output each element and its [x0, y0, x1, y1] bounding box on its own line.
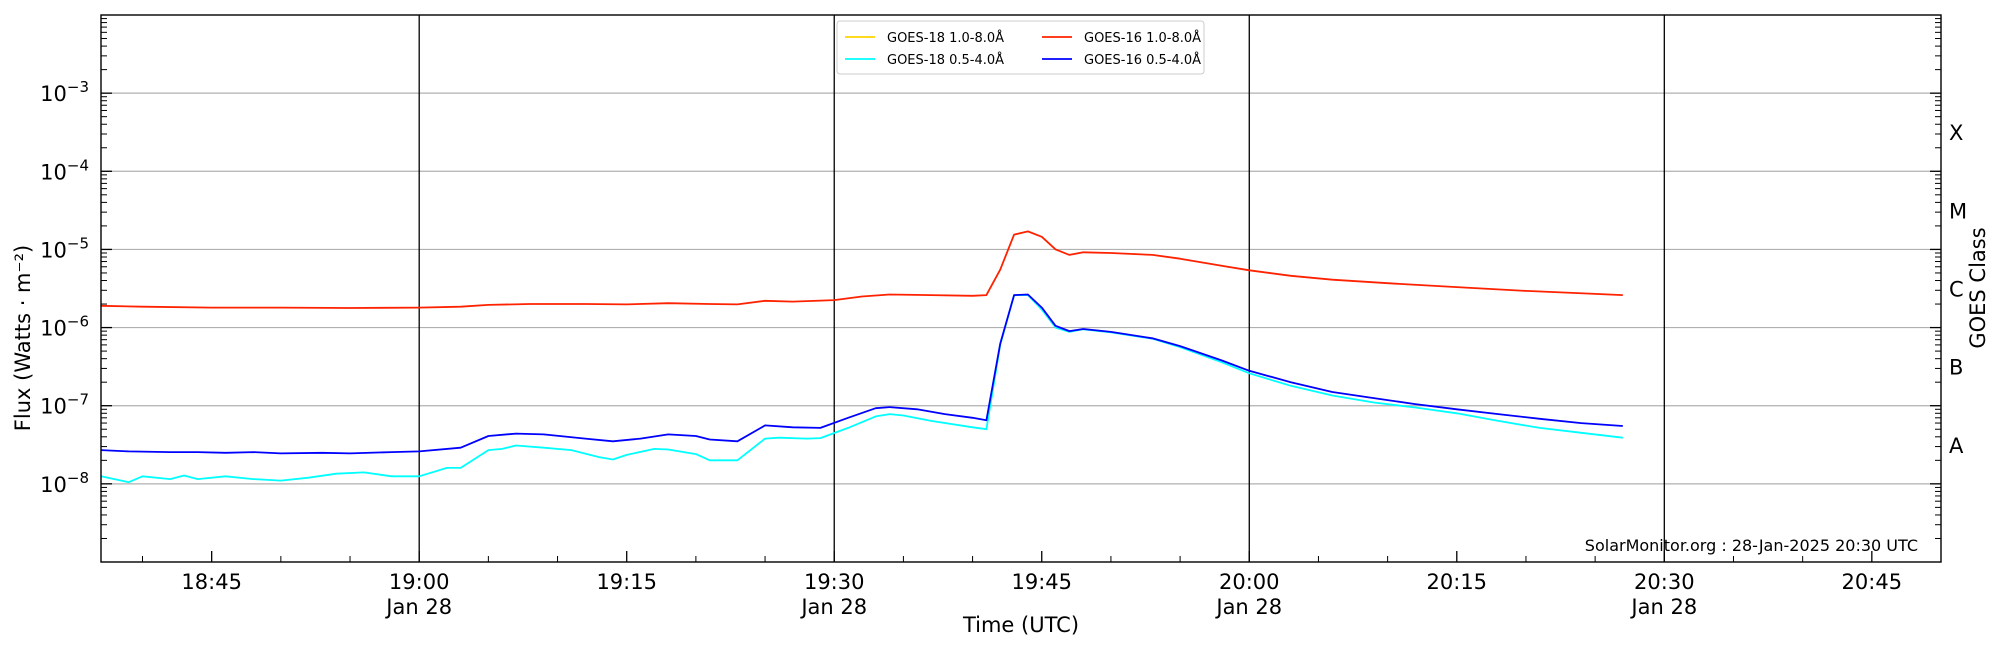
y-tick-label: 10−8	[40, 469, 89, 497]
plot-frame	[100, 14, 1942, 563]
series-goes-16-1-0-8-0	[100, 230, 1623, 309]
legend-label-goes-18-0-5-4-0: GOES-18 0.5-4.0Å	[887, 52, 1004, 68]
x-tick-date-label: Jan 28	[799, 595, 867, 619]
goes-class-label-c: C	[1949, 278, 1964, 302]
goes-class-axis-label: GOES Class	[1966, 227, 1990, 348]
x-axis-label: Time (UTC)	[962, 613, 1079, 637]
x-tick-date-label: Jan 28	[1214, 595, 1282, 619]
y-tick-label: 10−7	[40, 391, 89, 419]
legend-label-goes-16-1-0-8-0: GOES-16 1.0-8.0Å	[1084, 30, 1201, 46]
plot-background	[101, 15, 1941, 562]
legend-box	[836, 20, 1205, 75]
y-tick-label: 10−3	[40, 78, 89, 106]
y-axis-label: Flux (Watts · m⁻²)	[11, 245, 35, 431]
goes-class-label-m: M	[1949, 199, 1967, 223]
y-tick-label: 10−6	[40, 313, 89, 341]
x-tick-label: 20:15	[1427, 570, 1488, 594]
series-goes-16-0-5-4-0	[100, 293, 1623, 455]
x-tick-label: 20:30	[1634, 570, 1695, 594]
legend-label-goes-16-0-5-4-0: GOES-16 0.5-4.0Å	[1084, 52, 1201, 68]
goes-class-label-a: A	[1949, 434, 1964, 458]
legend-label-goes-18-1-0-8-0: GOES-18 1.0-8.0Å	[887, 30, 1004, 46]
x-tick-label: 18:45	[181, 570, 242, 594]
x-tick-label: 19:15	[596, 570, 657, 594]
x-tick-date-label: Jan 28	[384, 595, 452, 619]
goes-class-label-x: X	[1949, 121, 1963, 145]
x-tick-date-label: Jan 28	[1629, 595, 1697, 619]
series-goes-18-0-5-4-0	[100, 294, 1623, 484]
x-tick-label: 19:45	[1011, 570, 1072, 594]
y-tick-label: 10−5	[40, 234, 89, 262]
legend: GOES-18 1.0-8.0Å GOES-18 0.5-4.0Å GOES-16 …	[836, 20, 1205, 75]
x-tick-label: 19:30	[804, 570, 865, 594]
y-tick-label: 10−4	[40, 156, 89, 184]
credit-label: SolarMonitor.org : 28-Jan-2025 20:30 UTC	[1585, 536, 1918, 555]
x-tick-label: 20:45	[1842, 570, 1903, 594]
goes-class-label-b: B	[1949, 356, 1963, 380]
x-tick-label: 19:00	[389, 570, 450, 594]
x-tick-label: 20:00	[1219, 570, 1280, 594]
